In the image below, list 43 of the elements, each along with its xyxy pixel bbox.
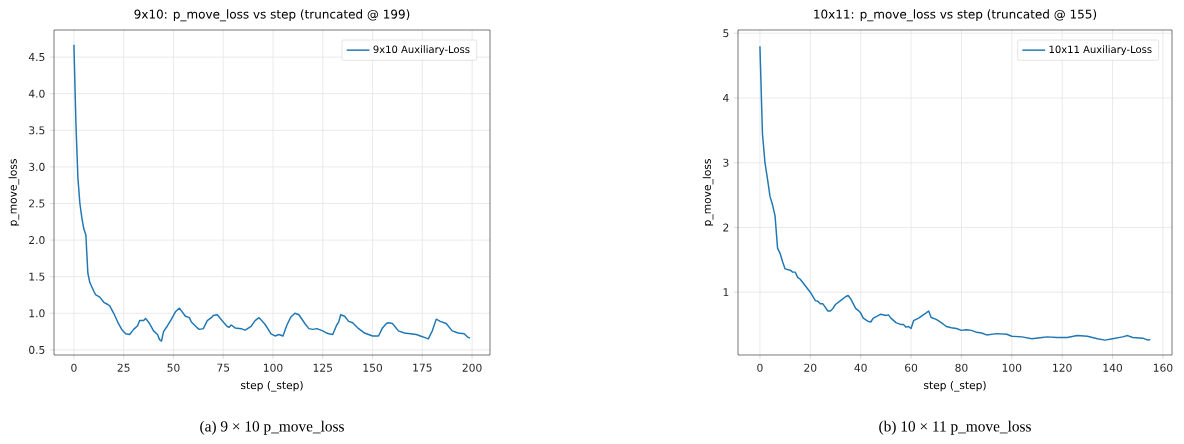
y-tick-label: 2.0 [29,236,45,245]
y-tick-label: 0.5 [29,345,45,354]
y-tick-label: 1.5 [29,272,45,281]
x-tick-label: 50 [167,363,180,372]
x-tick-label: 160 [1153,363,1173,372]
y-tick-label: 5 [723,29,729,38]
legend-label: 10x11 Auxiliary-Loss [1049,45,1152,56]
chart-title: 9x10: p_move_loss vs step (truncated @ 199) [134,9,410,22]
x-tick-label: 125 [313,363,333,372]
x-tick-label: 40 [854,363,867,372]
x-tick-label: 120 [1053,363,1072,372]
y-tick-label: 4 [723,94,729,102]
y-tick-label: 2 [723,223,729,232]
y-tick-label: 1 [723,288,729,297]
line-series [759,45,1152,341]
y-tick-label: 3.0 [29,162,45,171]
x-axis-title: step (_step) [924,380,986,392]
x-tick-label: 60 [905,363,918,372]
y-tick-label: 4.5 [28,53,45,62]
y-axis-title: p_move_loss [8,159,20,226]
x-tick-label: 175 [413,363,432,372]
x-tick-label: 20 [804,363,817,372]
y-tick-label: 3.5 [29,126,45,135]
text: (b) 10 × 11 p_move_loss [879,420,1031,435]
x-tick-label: 100 [264,363,283,372]
x-tick-label: 100 [1002,363,1022,372]
text: (a) 9 × 10 p_move_loss [200,420,344,435]
y-axis-title: p_move_loss [702,159,714,226]
chart-title: 10x11: p_move_loss vs step (truncated @ 155) [814,9,1097,22]
x-tick-label: 25 [117,363,130,372]
x-tick-label: 0 [71,363,77,372]
legend-label: 9x10 Auxiliary-Loss [373,45,470,56]
y-tick-label: 1.0 [29,309,45,318]
x-tick-label: 140 [1103,363,1123,372]
y-tick-label: 2.5 [29,199,45,208]
x-tick-label: 0 [757,363,763,372]
y-tick-label: 3 [723,158,729,167]
x-tick-label: 80 [955,363,968,372]
x-axis-title: step (_step) [241,380,303,392]
x-tick-label: 75 [217,363,230,372]
x-tick-label: 150 [363,363,383,372]
y-tick-label: 4.0 [28,89,45,98]
x-tick-label: 200 [462,363,482,372]
